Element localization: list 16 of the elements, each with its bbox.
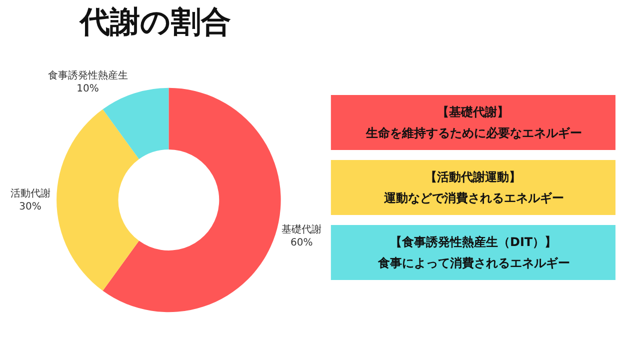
donut-slice (102, 88, 169, 160)
data-label: 10% (76, 84, 99, 95)
text: 食事によって消費されるエネルギー (377, 256, 570, 270)
slice-label: 活動代謝 (10, 187, 50, 200)
slice-label: 食事誘発性熱産生 (48, 70, 128, 82)
slice-label: 基礎代謝 (282, 223, 322, 236)
text: 【食事誘発性熱産生（DIT）】 (390, 235, 557, 249)
chart-title: 代謝の割合 (78, 4, 231, 40)
data-label: 30% (19, 201, 42, 212)
donut-slice (56, 109, 140, 291)
text: 【基礎代謝】 (437, 105, 509, 119)
text: 運動などで消費されるエネルギー (383, 191, 564, 205)
text: 【活動代謝運動】 (425, 170, 521, 184)
donut-slice (102, 88, 281, 312)
data-label: 60% (290, 237, 313, 248)
text: 生命を維持するために必要なエネルギー (365, 126, 582, 140)
